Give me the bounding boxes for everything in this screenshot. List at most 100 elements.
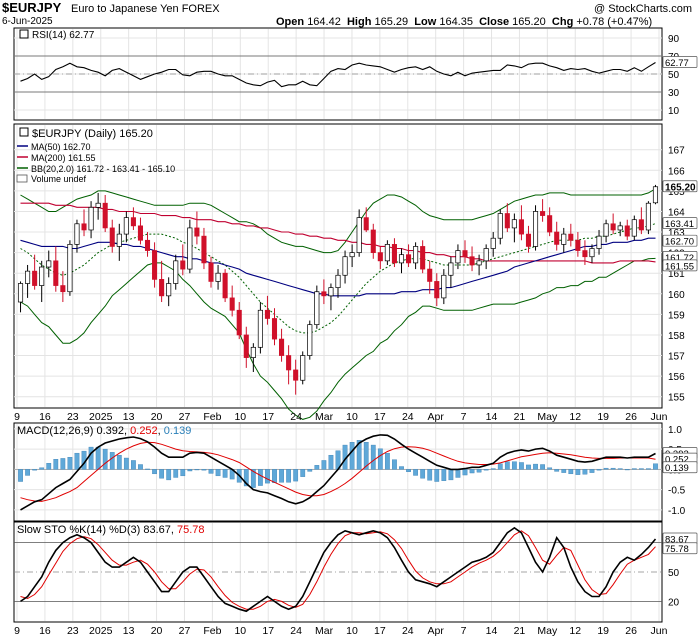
close-label: Close	[479, 16, 509, 28]
sto-xtick-label: 2025	[89, 625, 113, 637]
macd-histogram-bar	[589, 469, 595, 473]
price-value-label-box	[662, 259, 698, 272]
macd-histogram-bar	[420, 469, 426, 479]
macd-legend: MACD(12,26,9) 0.392, 0.252, 0.139	[17, 425, 191, 437]
axis-labels: 907050301062.771671661651641631621611601…	[14, 34, 698, 637]
sto-xtick-label: 13	[123, 625, 135, 637]
macd-histogram-bar	[399, 466, 404, 470]
price-panel	[13, 123, 663, 409]
macd-signal-line	[20, 441, 656, 502]
candle	[469, 256, 475, 266]
price-legend-title: $EURJPY (Daily) 165.20	[32, 128, 153, 140]
candle	[518, 219, 524, 235]
sto-ytick-label: 50	[668, 568, 680, 579]
price-plot	[17, 184, 659, 420]
sto-xtick-label: 14	[486, 625, 498, 637]
price-xtick-label: Apr	[428, 411, 445, 423]
macd-histogram-bar	[596, 469, 602, 471]
candle	[81, 223, 87, 231]
candle	[187, 227, 193, 270]
candle	[17, 283, 24, 303]
price-ytick-label: 157	[668, 352, 685, 363]
candle	[652, 186, 659, 204]
volume-legend: Volume undef	[31, 174, 87, 184]
candle	[540, 211, 546, 216]
macd-histogram-bar	[60, 458, 66, 470]
candle	[102, 202, 108, 229]
macd-histogram-bar	[314, 465, 320, 470]
macd-histogram-bar	[243, 469, 249, 487]
bb-lower-line	[20, 257, 656, 420]
macd-histogram-bar	[568, 469, 574, 475]
sto-xtick-label: 21	[514, 625, 526, 637]
sto-xtick-label: 26	[625, 625, 637, 637]
macd-histogram-bar	[356, 440, 362, 470]
macd-histogram-bar	[265, 469, 270, 484]
sto-k-line	[20, 526, 657, 613]
macd-histogram-bar	[540, 464, 545, 470]
candle	[46, 260, 52, 268]
macd-histogram-bar	[610, 467, 616, 470]
price-value-label: 161.55	[665, 261, 694, 272]
macd-histogram-bar	[497, 463, 503, 470]
price-xtick-label: 27	[179, 411, 191, 423]
macd-histogram-bar	[272, 469, 277, 483]
candle	[603, 223, 609, 237]
candle	[356, 217, 362, 253]
price-xtick-label: 10	[234, 411, 246, 423]
macd-value-label: 0.139	[665, 463, 689, 474]
low-value: 164.35	[439, 16, 473, 28]
macd-histogram-bar	[476, 469, 482, 473]
candle	[610, 223, 616, 231]
candle	[144, 239, 151, 251]
macd-histogram-bar	[603, 467, 609, 470]
chart-date: 6-Jun-2025	[2, 16, 53, 27]
candle	[180, 260, 186, 270]
price-value-label-box	[662, 217, 698, 229]
macd-histogram-bar	[222, 469, 228, 478]
candle	[525, 233, 532, 247]
price-xtick-label: Jun	[651, 411, 668, 423]
sto-d-line	[20, 530, 656, 610]
candle	[271, 318, 278, 340]
macd-histogram-bar	[39, 467, 45, 470]
candle	[222, 272, 228, 299]
price-ytick-label: 156	[668, 372, 685, 383]
sto-xtick-label: 10	[346, 625, 358, 637]
sto-xtick-label: 9	[14, 625, 20, 637]
sto-xtick-label: 16	[39, 625, 51, 637]
macd-histogram-bar	[469, 469, 475, 474]
candle	[441, 274, 447, 299]
sto-value-label: 83.67	[665, 535, 689, 546]
low-label: Low	[414, 16, 436, 28]
macd-histogram-bar	[504, 461, 510, 470]
macd-histogram-bar	[646, 468, 651, 470]
open-label: Open	[276, 16, 304, 28]
macd-histogram-bar	[152, 469, 157, 475]
macd-histogram-bar	[434, 469, 440, 482]
rsi-value-label: 62.77	[665, 58, 689, 69]
macd-histogram-bar	[293, 469, 299, 482]
macd-histogram-bar	[102, 448, 108, 470]
candle	[60, 285, 66, 293]
rsi-ytick-label: 50	[668, 70, 680, 81]
macd-histogram-bar	[187, 469, 193, 472]
candle	[455, 250, 461, 264]
candle	[645, 202, 651, 231]
candle	[406, 254, 412, 264]
sto-xtick-label: 20	[151, 625, 163, 637]
candle	[300, 355, 306, 381]
candle	[123, 217, 129, 235]
macd-histogram-bar	[363, 442, 369, 470]
macd-histogram-bar	[483, 469, 489, 471]
high-value: 165.29	[374, 16, 408, 28]
macd-histogram-bar	[624, 469, 630, 471]
candle	[420, 246, 426, 270]
candle	[137, 225, 143, 241]
chg-label: Chg	[552, 16, 573, 28]
price-value-label: 161.72	[665, 253, 694, 264]
macd-histogram-bar	[582, 469, 588, 475]
macd-histogram-bar	[617, 468, 623, 470]
price-ytick-label: 166	[668, 166, 685, 177]
